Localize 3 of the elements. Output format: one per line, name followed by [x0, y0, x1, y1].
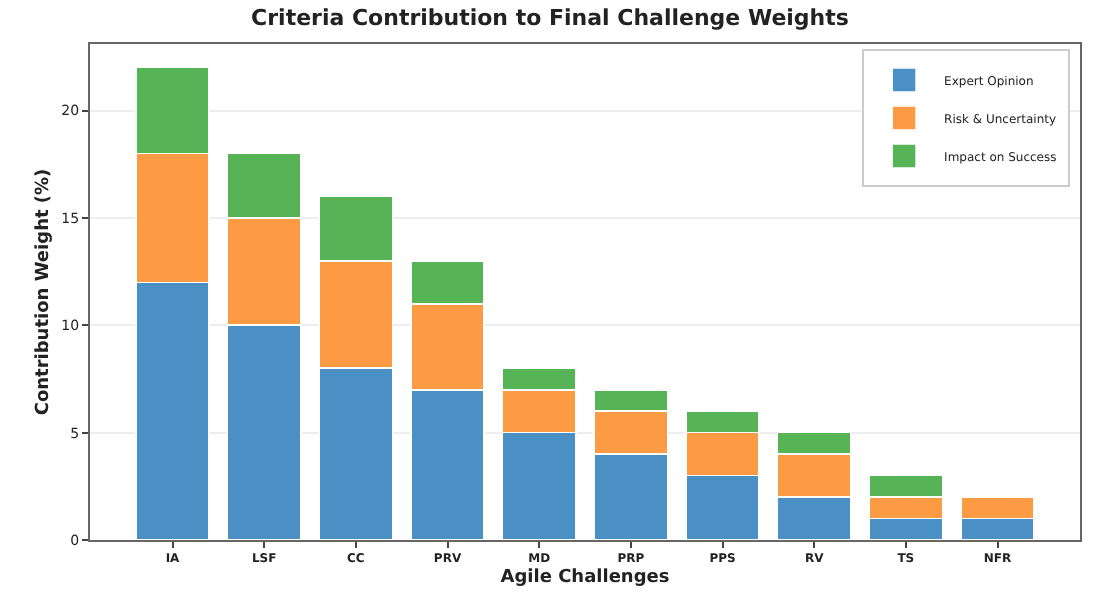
chart-title: Criteria Contribution to Final Challenge Weights — [251, 4, 850, 31]
x-axis-title: Agile Challenges — [500, 568, 670, 588]
y-axis-title: Contribution Weight (%) — [34, 168, 55, 416]
